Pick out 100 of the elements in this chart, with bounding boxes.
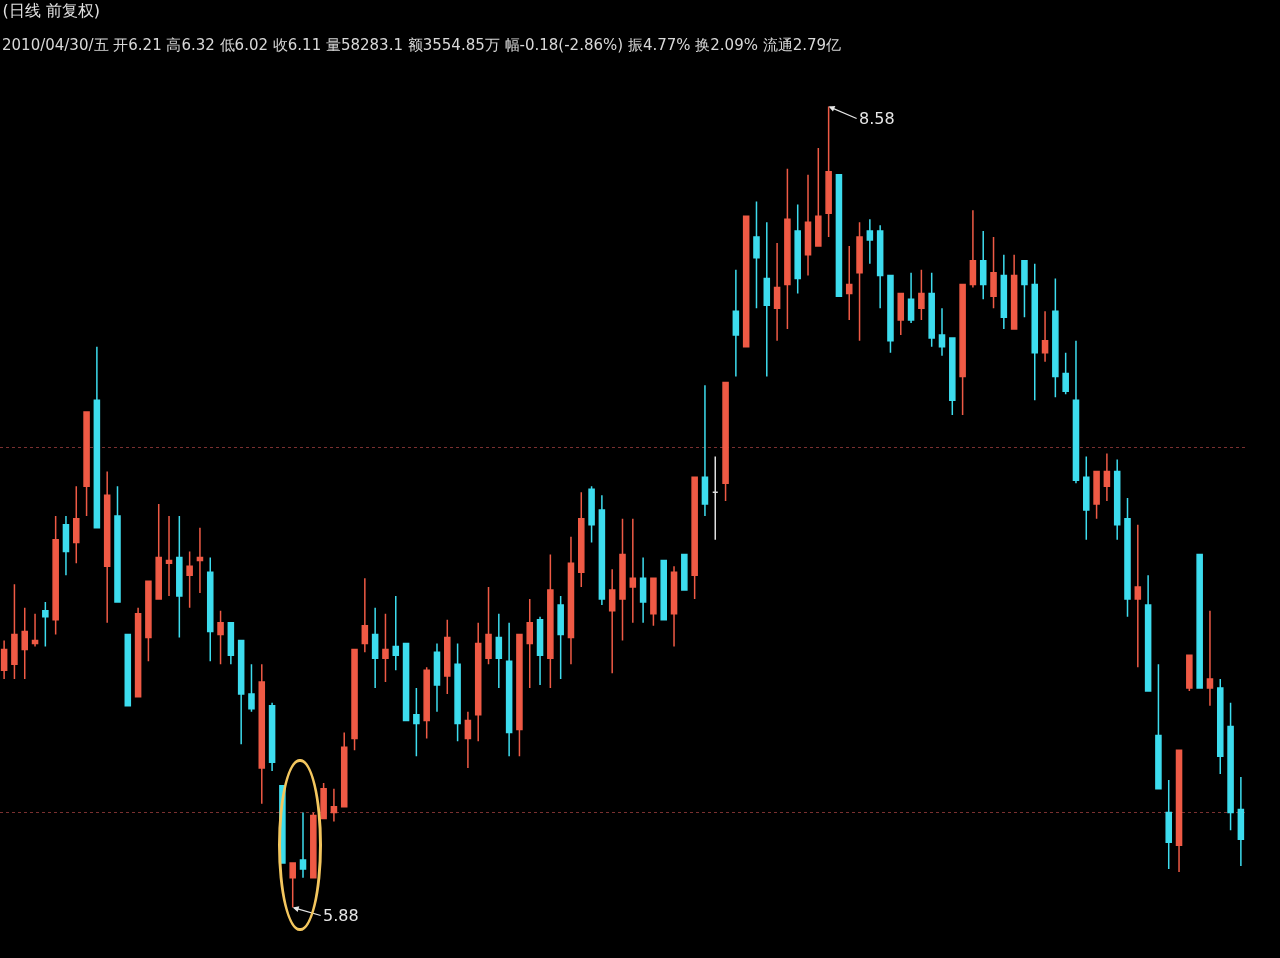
- candlestick: [1041, 310, 1049, 363]
- candlestick: [701, 384, 709, 517]
- candlestick: [990, 236, 997, 309]
- candlestick: [588, 485, 595, 544]
- candlestick: [464, 710, 472, 769]
- candlestick: [1083, 455, 1090, 541]
- chart-title: (日线 前复权): [2, 0, 101, 20]
- candlestick: [722, 381, 729, 502]
- candlestick: [330, 788, 338, 823]
- candlestick: [258, 663, 266, 805]
- candlestick: [268, 702, 276, 772]
- candlestick: [567, 535, 575, 665]
- candlestick: [856, 221, 863, 342]
- candlestick: [165, 515, 173, 597]
- candlestick: [114, 485, 121, 603]
- candlestick: [1093, 470, 1100, 520]
- candlestick: [578, 491, 585, 588]
- candlestick: [217, 610, 224, 665]
- candlestick: [526, 598, 534, 689]
- candlestick: [237, 639, 245, 746]
- candlestick: [516, 633, 523, 757]
- candlestick: [918, 268, 925, 321]
- candlestick: [93, 346, 101, 529]
- candlestick: [413, 687, 420, 757]
- candlestick: [392, 595, 400, 671]
- candlestick: [1010, 254, 1018, 330]
- candlestick: [938, 307, 946, 357]
- candlestick: [887, 274, 894, 354]
- candlestick: [206, 556, 214, 663]
- candlestick: [1124, 497, 1131, 618]
- candlestick: [72, 485, 80, 565]
- candlestick: [474, 621, 482, 743]
- annotation: 5.88: [323, 906, 359, 925]
- candlestick: [495, 613, 503, 689]
- candlestick: [897, 292, 905, 336]
- candlestick: [547, 553, 554, 689]
- candlestick: [124, 633, 132, 707]
- candlestick: [83, 411, 90, 517]
- candlestick: [1175, 749, 1183, 873]
- candlestick: [650, 577, 657, 627]
- candlestick: [1031, 262, 1039, 401]
- candlestick: [876, 224, 884, 309]
- candlestick: [835, 173, 843, 298]
- candlestick: [433, 642, 441, 713]
- candlestick: [619, 518, 626, 642]
- candlestick: [196, 527, 204, 594]
- candlestick: [1227, 702, 1234, 832]
- candlestick: [763, 221, 771, 378]
- candlestick: [825, 105, 832, 238]
- candlestick: [1196, 553, 1203, 689]
- candlestick: [1155, 663, 1162, 790]
- candlestick: [42, 601, 49, 648]
- candlestick: [299, 811, 307, 879]
- annotation: 8.58: [859, 109, 895, 128]
- candlestick: [598, 494, 606, 606]
- candlestick: [1062, 351, 1069, 396]
- candlestick: [31, 613, 39, 648]
- candlestick: [21, 607, 29, 680]
- candlestick: [629, 518, 637, 624]
- candlestick: [1144, 574, 1152, 692]
- candlestick: [681, 553, 688, 591]
- candlestick: [949, 337, 956, 416]
- candlestick: [1103, 452, 1111, 502]
- candlestick: [557, 595, 564, 680]
- candlestick: [691, 476, 698, 600]
- candlestick: [845, 245, 853, 321]
- candlestick: [1052, 277, 1059, 398]
- candlestick: [145, 580, 152, 663]
- candlestick: [52, 515, 59, 636]
- candlestick: [62, 515, 70, 576]
- candlestick: [969, 209, 977, 289]
- candlestick: [1000, 254, 1008, 330]
- candlestick: [371, 607, 379, 689]
- candlestick: [815, 147, 822, 247]
- candlestick: [1134, 524, 1142, 668]
- candlestick: [1206, 610, 1214, 707]
- candlestick: [1237, 776, 1245, 867]
- candlestick: [670, 565, 678, 648]
- candlestick: [340, 731, 348, 808]
- candlestick: [402, 642, 410, 722]
- candlestick: [639, 556, 647, 624]
- candlestick: [11, 583, 18, 680]
- candlestick: [660, 559, 667, 621]
- candlestick: [711, 455, 719, 541]
- candlestick: [289, 862, 296, 909]
- candlestick: [732, 268, 740, 378]
- candlestick: [186, 550, 193, 609]
- candlestick: [742, 215, 750, 348]
- candlestick: [928, 271, 935, 348]
- candlestick: [866, 218, 874, 265]
- candlestick: [382, 613, 389, 683]
- candlestick: [134, 607, 142, 698]
- candlestick: [979, 230, 987, 301]
- candlestick: [784, 168, 791, 330]
- candlestick: [753, 200, 760, 309]
- candlestick: [361, 577, 369, 654]
- candlestick: [1165, 779, 1173, 870]
- candlestick: [485, 586, 492, 665]
- candlestick: [608, 568, 616, 674]
- candlestick: [1216, 678, 1224, 775]
